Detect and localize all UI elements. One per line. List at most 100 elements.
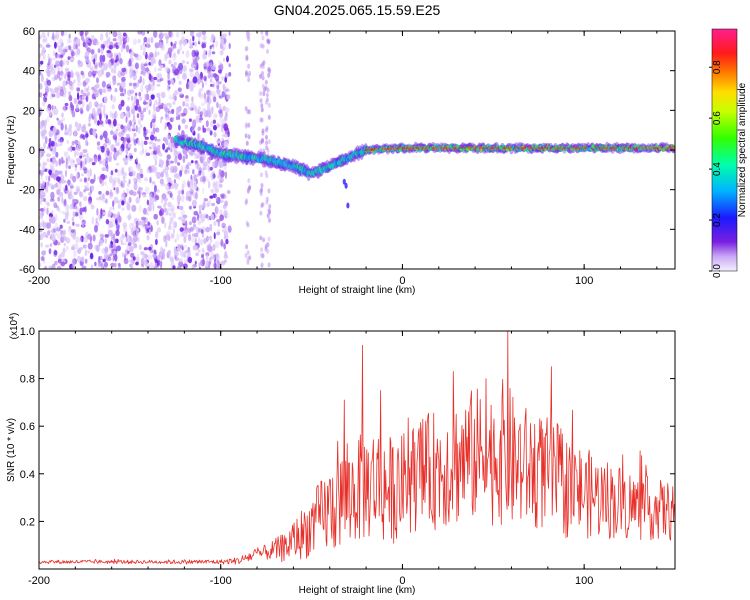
noise-blob	[182, 214, 188, 219]
noise-blob	[125, 44, 130, 53]
noise-blob	[210, 213, 215, 220]
noise-blob	[175, 252, 180, 256]
noise-blob	[209, 195, 214, 199]
noise-blob	[98, 261, 103, 267]
noise-blob	[79, 190, 82, 198]
noise-blob	[247, 36, 251, 42]
noise-blob	[108, 120, 112, 125]
noise-blob	[39, 72, 43, 76]
noise-blob	[83, 196, 88, 202]
x-tick-label: 100	[575, 275, 593, 287]
y-tick-label: 0.8	[20, 374, 35, 386]
noise-blob	[148, 99, 151, 104]
snr-x-axis-label: Height of straight line (km)	[299, 585, 416, 596]
noise-blob	[72, 211, 77, 218]
noise-blob	[220, 260, 226, 266]
noise-blob	[158, 59, 162, 67]
noise-blob	[47, 202, 50, 207]
noise-blob	[182, 244, 188, 249]
noise-blob	[223, 123, 229, 132]
noise-blob	[163, 32, 168, 37]
noise-blob	[228, 63, 231, 68]
noise-blob	[126, 36, 130, 43]
noise-blob	[197, 249, 201, 253]
noise-blob	[193, 41, 197, 47]
noise-blob	[216, 122, 220, 129]
noise-blob	[98, 160, 103, 165]
noise-blob	[194, 191, 198, 200]
noise-blob	[182, 65, 187, 72]
noise-blob	[143, 36, 148, 43]
noise-blob	[80, 235, 84, 243]
noise-blob	[85, 96, 88, 101]
noise-blob	[86, 153, 89, 158]
noise-blob	[163, 235, 167, 243]
noise-blob	[140, 44, 143, 51]
noise-blob	[265, 100, 269, 105]
noise-blob	[46, 116, 50, 123]
noise-blob	[109, 206, 112, 211]
noise-blob	[92, 234, 96, 242]
noise-blob	[165, 35, 170, 40]
noise-blob	[153, 265, 156, 269]
noise-blob	[154, 136, 157, 142]
noise-blob	[88, 196, 92, 204]
noise-blob	[54, 41, 57, 49]
noise-blob	[50, 63, 54, 69]
noise-blob	[148, 228, 152, 235]
noise-blob	[132, 82, 137, 87]
noise-blob	[165, 173, 169, 178]
noise-blob	[158, 210, 163, 217]
noise-blob	[192, 119, 197, 127]
noise-blob	[54, 142, 58, 148]
noise-blob	[115, 212, 119, 221]
noise-blob	[91, 35, 95, 40]
noise-blob	[189, 188, 195, 195]
noise-blob	[66, 70, 69, 77]
noise-blob	[57, 207, 60, 212]
noise-blob	[266, 248, 270, 254]
noise-blob	[101, 80, 106, 88]
noise-blob	[127, 60, 133, 67]
noise-blob	[122, 176, 126, 180]
noise-blob	[84, 31, 89, 36]
noise-blob	[72, 221, 75, 226]
noise-blob	[115, 162, 120, 166]
noise-blob	[247, 134, 251, 140]
noise-blob	[152, 79, 155, 87]
noise-blob	[173, 61, 177, 66]
noise-blob	[142, 207, 148, 215]
noise-blob	[225, 238, 229, 245]
noise-blob	[208, 107, 212, 111]
noise-blob	[192, 42, 195, 46]
noise-blob	[54, 54, 59, 59]
noise-blob	[45, 44, 51, 48]
noise-blob	[153, 184, 157, 193]
noise-blob	[87, 177, 90, 182]
noise-blob	[156, 92, 161, 98]
noise-blob	[154, 197, 157, 203]
noise-blob	[205, 254, 209, 260]
noise-blob	[245, 244, 249, 250]
noise-blob	[208, 156, 212, 162]
noise-blob	[88, 192, 92, 196]
noise-blob	[108, 151, 113, 156]
noise-blob	[120, 99, 125, 107]
noise-blob	[202, 34, 207, 41]
noise-blob	[79, 135, 83, 139]
noise-blob	[159, 77, 164, 82]
noise-blob	[220, 194, 225, 200]
noise-blob	[149, 250, 154, 254]
noise-blob	[97, 107, 102, 114]
noise-blob	[122, 42, 126, 49]
noise-blob	[128, 112, 131, 118]
noise-blob	[130, 95, 134, 101]
noise-blob	[55, 151, 59, 158]
noise-blob	[266, 48, 269, 54]
noise-blob	[136, 113, 140, 119]
noise-blob	[149, 146, 152, 150]
noise-blob	[53, 260, 58, 266]
noise-blob	[85, 92, 90, 97]
y-tick-label: 0	[29, 145, 35, 157]
noise-blob	[221, 228, 227, 233]
